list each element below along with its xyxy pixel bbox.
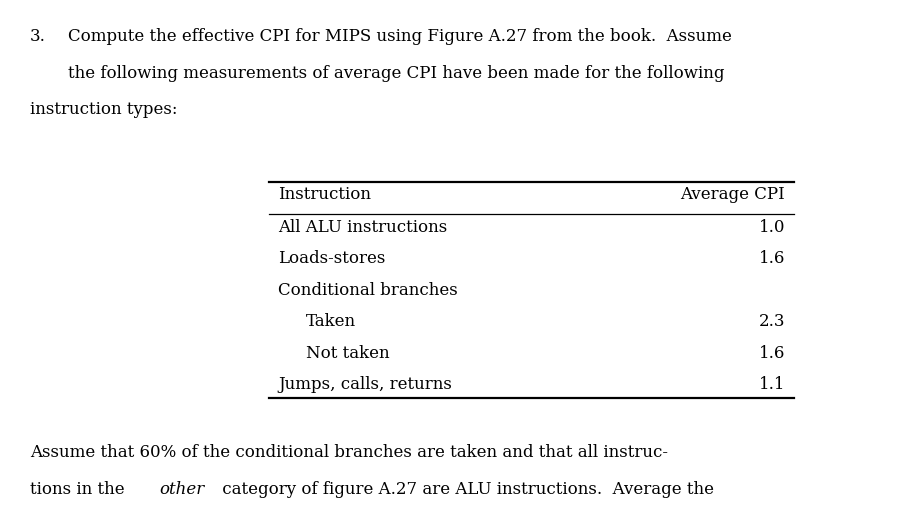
- Text: Conditional branches: Conditional branches: [278, 282, 458, 299]
- Text: All ALU instructions: All ALU instructions: [278, 219, 447, 236]
- Text: Loads-stores: Loads-stores: [278, 250, 386, 267]
- Text: Jumps, calls, returns: Jumps, calls, returns: [278, 376, 452, 393]
- Text: instruction types:: instruction types:: [30, 101, 178, 118]
- Text: Taken: Taken: [306, 313, 356, 330]
- Text: 3.: 3.: [30, 28, 46, 45]
- Text: Assume that 60% of the conditional branches are taken and that all instruc-: Assume that 60% of the conditional branc…: [30, 444, 668, 461]
- Text: 2.3: 2.3: [759, 313, 785, 330]
- Text: Not taken: Not taken: [306, 345, 390, 362]
- Text: 1.6: 1.6: [759, 250, 785, 267]
- Text: category of figure A.27 are ALU instructions.  Average the: category of figure A.27 are ALU instruct…: [217, 481, 714, 498]
- Text: 1.1: 1.1: [759, 376, 785, 393]
- Text: tions in the: tions in the: [30, 481, 130, 498]
- Text: 1.6: 1.6: [759, 345, 785, 362]
- Text: Instruction: Instruction: [278, 186, 372, 203]
- Text: Compute the effective CPI for MIPS using Figure A.27 from the book.  Assume: Compute the effective CPI for MIPS using…: [68, 28, 732, 45]
- Text: the following measurements of average CPI have been made for the following: the following measurements of average CP…: [68, 65, 725, 81]
- Text: Average CPI: Average CPI: [680, 186, 785, 203]
- Text: other: other: [159, 481, 205, 498]
- Text: 1.0: 1.0: [759, 219, 785, 236]
